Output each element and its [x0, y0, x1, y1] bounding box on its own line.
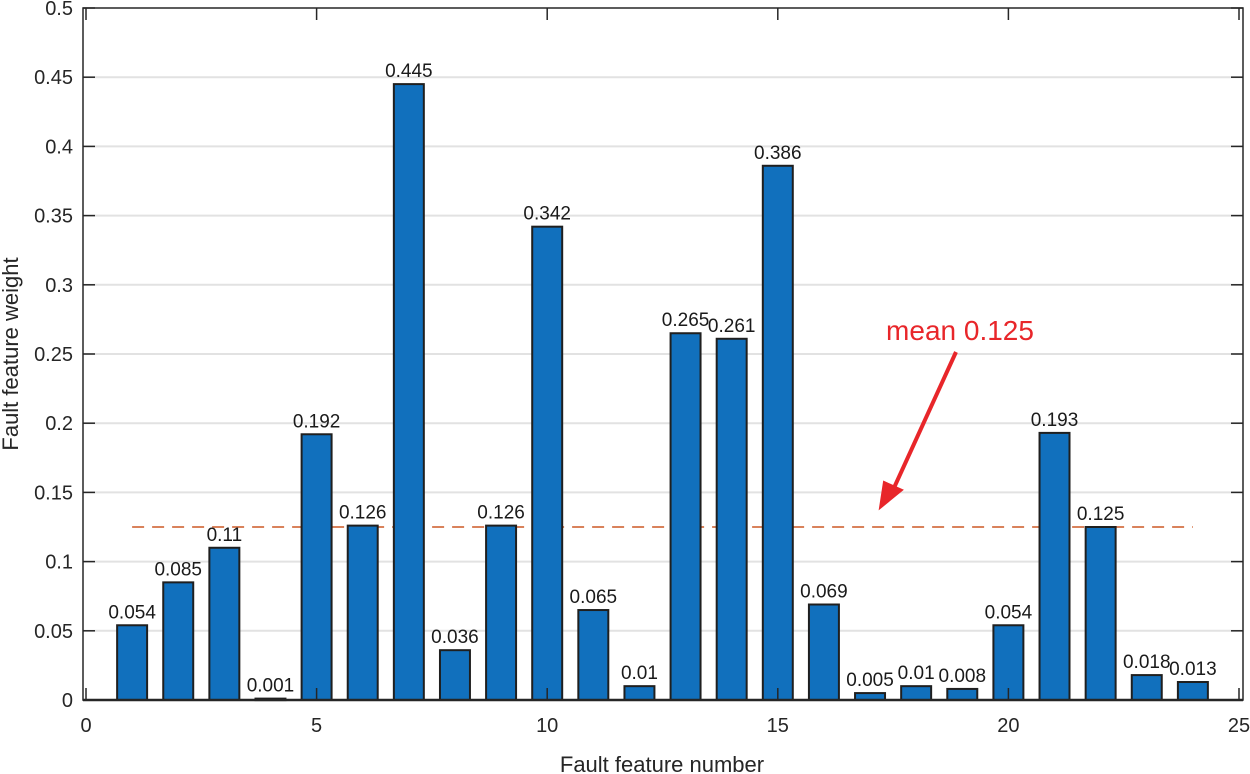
y-tick-label: 0.25	[34, 344, 73, 366]
bar	[346, 524, 379, 702]
bar-value-label: 0.342	[523, 204, 571, 225]
bar-value-label: 0.069	[800, 582, 848, 603]
y-tick-label: 0.4	[45, 136, 73, 158]
bar-value-label: 0.192	[293, 411, 341, 432]
bar-value-label: 0.036	[431, 627, 479, 648]
bar	[485, 524, 518, 702]
bar	[900, 685, 933, 701]
bar-value-label: 0.193	[1031, 410, 1079, 431]
bar-value-label: 0.008	[939, 666, 987, 687]
bar-value-label: 0.126	[477, 503, 525, 524]
bar-value-label: 0.261	[708, 316, 756, 337]
grid-lines	[83, 76, 1243, 632]
y-tick-label: 0	[62, 690, 73, 712]
x-axis-title: Fault feature number	[560, 752, 764, 774]
bar	[761, 164, 794, 701]
bar	[1130, 674, 1163, 702]
bar-value-label: 0.126	[339, 503, 387, 524]
bar	[1084, 526, 1117, 701]
bar	[162, 581, 195, 701]
bar	[531, 225, 564, 701]
y-axis-title: Fault feature weight	[0, 257, 23, 450]
bar	[1038, 431, 1071, 701]
bar	[946, 687, 979, 701]
mean-annotation: mean 0.125	[878, 315, 1034, 511]
bar-value-label: 0.013	[1169, 659, 1217, 680]
y-tick-label: 0.45	[34, 67, 73, 89]
y-tick-label: 0.15	[34, 482, 73, 504]
bar	[1176, 681, 1209, 701]
bar-value-label: 0.125	[1077, 504, 1125, 525]
bar	[807, 603, 840, 702]
x-tick-label: 0	[80, 715, 91, 737]
bar-value-label: 0.005	[846, 670, 894, 691]
bar	[669, 332, 702, 701]
bar-value-label: 0.11	[207, 525, 243, 546]
x-tick-label: 10	[536, 715, 558, 737]
y-tick-label: 0.1	[45, 552, 73, 574]
bar-value-label: 0.265	[662, 310, 710, 331]
y-tick-label: 0.3	[45, 275, 73, 297]
bar	[623, 685, 656, 701]
x-tick-label: 5	[311, 715, 322, 737]
bar	[300, 433, 333, 701]
bar-value-label: 0.445	[385, 61, 433, 82]
x-tick-label: 15	[767, 715, 789, 737]
bar-value-label: 0.018	[1123, 652, 1171, 673]
bar	[208, 546, 241, 702]
y-axis-ticks: 0 0.05 0.1 0.15 0.2 0.25 0.3 0.35 0.4 0.45 0.5	[34, 0, 1243, 712]
x-tick-label: 25	[1228, 715, 1250, 737]
bar-value-label: 0.085	[154, 559, 202, 580]
x-tick-label: 20	[997, 715, 1019, 737]
bar	[577, 609, 610, 701]
bar	[392, 83, 425, 702]
y-tick-label: 0.5	[45, 0, 73, 20]
y-tick-label: 0.35	[34, 206, 73, 228]
bar	[992, 624, 1025, 701]
x-axis-ticks: 0 5 10 15 20 25	[80, 8, 1250, 737]
bar	[715, 337, 748, 701]
bar-value-label: 0.001	[247, 676, 295, 697]
bar-value-label: 0.054	[985, 602, 1033, 623]
bar-value-label: 0.01	[898, 663, 935, 684]
bars	[116, 83, 1209, 702]
mean-annotation-text: mean 0.125	[886, 315, 1034, 346]
bar	[438, 649, 471, 702]
y-tick-label: 0.05	[34, 621, 73, 643]
bar	[116, 624, 149, 701]
bar-value-label: 0.01	[621, 663, 658, 684]
bar-value-label: 0.065	[570, 587, 618, 608]
bar-value-label: 0.054	[108, 602, 156, 623]
arrow-icon	[878, 351, 958, 511]
y-tick-label: 0.2	[45, 413, 73, 435]
bar-value-label: 0.386	[754, 143, 802, 164]
